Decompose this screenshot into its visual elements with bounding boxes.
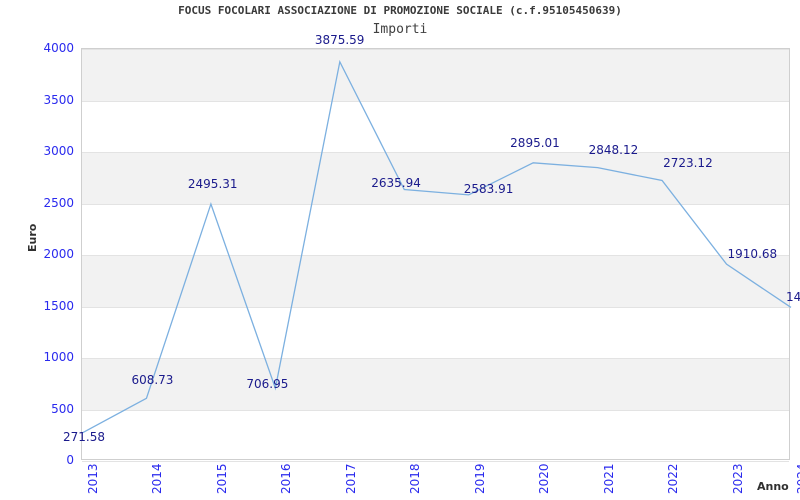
grid-line: [82, 461, 789, 462]
x-axis-tick-label: 2017: [343, 463, 358, 494]
y-axis-tick-label: 4000: [43, 41, 74, 55]
x-axis-tick-label: 2024: [795, 463, 800, 494]
data-label: 2495.31: [187, 176, 238, 191]
data-label: 2583.91: [463, 181, 514, 196]
grid-line: [82, 255, 789, 256]
x-axis-tick-label: 2021: [601, 463, 616, 494]
y-axis-tick-label: 3500: [43, 92, 74, 107]
data-label: 706.95: [246, 377, 289, 392]
grid-line: [82, 306, 789, 308]
x-axis-tick-label: 2020: [537, 463, 552, 494]
x-axis-tick-label: 2023: [730, 463, 745, 494]
data-label: 2723.12: [663, 155, 713, 170]
grid-line: [82, 358, 789, 359]
x-axis-tick-label: 2019: [472, 463, 487, 494]
data-label: 1910.68: [727, 247, 778, 262]
y-axis-tick-label: 1000: [43, 350, 74, 364]
x-axis-tick-label: 2016: [279, 463, 294, 494]
data-label: 1490.7: [786, 290, 800, 305]
series-line: [81, 59, 792, 434]
grid-line: [82, 203, 789, 205]
x-axis-tick-label: 2013: [86, 463, 100, 494]
data-label: 3875.59: [314, 32, 365, 47]
x-axis-title: Anno: [757, 480, 789, 493]
plot-area: [81, 48, 792, 462]
data-label: 2635.94: [371, 176, 421, 191]
data-label: 2895.01: [510, 135, 560, 150]
data-label: 271.58: [63, 430, 105, 445]
x-axis-tick-label: 2018: [408, 463, 423, 494]
x-axis-tick-label: 2015: [214, 463, 229, 494]
y-axis-tick-label: 3000: [43, 144, 74, 158]
y-axis-title: Euro: [26, 223, 39, 252]
x-axis-tick-label: 2014: [150, 463, 165, 494]
y-axis-tick-label: 2500: [43, 195, 74, 210]
y-axis-tick-label: 1500: [43, 298, 74, 313]
chart-title: FOCUS FOCOLARI ASSOCIAZIONE DI PROMOZION…: [178, 4, 622, 17]
line-series: [81, 59, 792, 434]
plot-band: [82, 49, 789, 101]
y-axis-tick-label: 2000: [43, 247, 74, 261]
y-axis-tick-label: 0: [66, 453, 74, 467]
y-axis-tick-label: 500: [51, 401, 74, 416]
plot-band: [82, 152, 789, 204]
grid-line: [82, 152, 789, 153]
plot-band: [82, 358, 789, 410]
data-label: 608.73: [131, 373, 174, 388]
grid-line: [82, 100, 789, 102]
x-axis-tick-label: 2022: [666, 463, 681, 494]
grid-line: [82, 409, 789, 411]
data-label: 2848.12: [588, 142, 639, 157]
chart-subtitle: Importi: [372, 22, 428, 37]
grid-line: [82, 49, 789, 50]
plot-band: [82, 255, 789, 307]
